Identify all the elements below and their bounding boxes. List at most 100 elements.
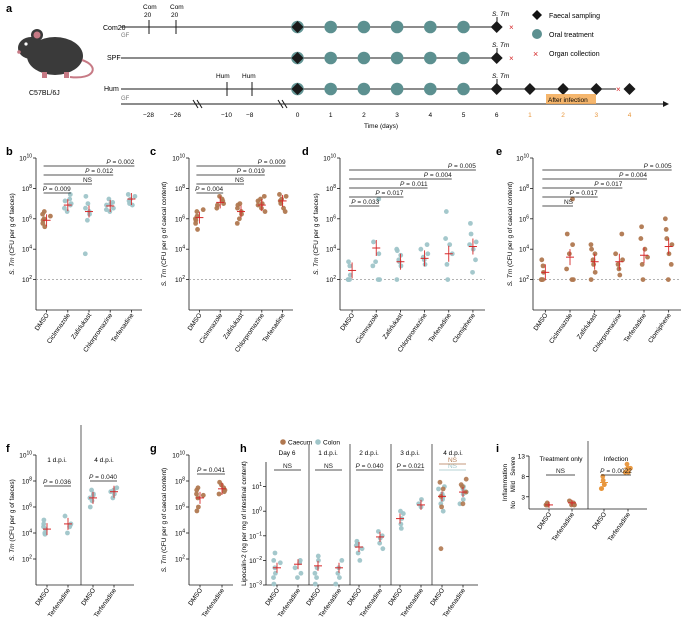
- data-point: [468, 220, 473, 226]
- panel-e: e 102 104 106 108 1010 S. Tm (CFU per g of cae…: [496, 146, 681, 354]
- y-tick-label: 104: [22, 529, 32, 538]
- data-point: [194, 491, 199, 497]
- data-point: [591, 262, 596, 267]
- y-tick-label: 104: [175, 245, 185, 254]
- y-tick-label: 104: [22, 245, 32, 254]
- data-point-caecum: [439, 504, 444, 510]
- y-tick-label: 1010: [516, 154, 529, 163]
- data-point: [104, 202, 109, 208]
- y-tick-label: 106: [519, 214, 529, 223]
- infection-day-tick-label: 4: [628, 112, 632, 119]
- oral-treatment-marker: [390, 20, 404, 34]
- x-tick-label: Ciclmnazole: [548, 312, 574, 345]
- y-tick-label: 104: [326, 245, 336, 254]
- comparison-label: P = 0.041: [197, 467, 225, 474]
- oral-treatment-marker: [424, 51, 437, 65]
- data-point: [357, 558, 363, 563]
- data-point: [473, 257, 478, 263]
- comparison-label: P = 0.019: [237, 168, 265, 175]
- data-point: [400, 511, 406, 516]
- legend-caecum-dot: [280, 439, 286, 445]
- data-point: [425, 251, 431, 257]
- data-point: [398, 263, 404, 269]
- com-label-2: Com: [170, 4, 184, 11]
- data-point: [194, 508, 200, 514]
- faecal-sampling-marker: [623, 83, 636, 95]
- oral-treatment-marker: [324, 20, 338, 34]
- comparison-label: NS: [564, 199, 574, 206]
- comparison-label: P = 0.004: [195, 186, 223, 193]
- facet-label: 2 d.p.i.: [359, 450, 379, 457]
- time-axis-title: Time (days): [364, 123, 398, 130]
- legend-organ: Organ collection: [549, 51, 600, 58]
- panel-label: d: [302, 146, 309, 158]
- comparison-label: P = 0.004: [619, 172, 647, 179]
- faecal-sampling-marker: [557, 83, 570, 95]
- data-point: [375, 277, 381, 282]
- hum-label-2: Hum: [242, 73, 256, 80]
- facet-label: Treatment only: [539, 456, 583, 463]
- severity-label: Severe: [511, 456, 517, 476]
- y-tick-label: 104: [519, 245, 529, 254]
- oral-treatment-icon: [532, 29, 542, 39]
- y-tick-label: 108: [519, 184, 529, 193]
- data-point: [277, 560, 283, 566]
- data-point: [41, 517, 47, 523]
- timeline-symbols: [291, 20, 636, 96]
- faecal-sampling-marker: [590, 83, 603, 95]
- data-point: [639, 224, 644, 230]
- data-point: [83, 205, 88, 211]
- day-tick-label: 0: [296, 112, 300, 119]
- data-point: [564, 231, 570, 237]
- panel-label: e: [496, 146, 502, 158]
- faecal-sampling-marker: [490, 52, 503, 64]
- data-point: [663, 227, 669, 232]
- x-tick-label: DMSO: [34, 312, 51, 332]
- legend-caecum-label: Caecum: [288, 440, 312, 447]
- data-point: [544, 500, 550, 506]
- data-point: [467, 242, 473, 248]
- data-point: [277, 192, 282, 197]
- data-point: [215, 202, 220, 208]
- data-point: [355, 550, 361, 556]
- y-tick-label: 106: [22, 214, 32, 223]
- oral-treatment-marker: [457, 82, 470, 96]
- data-point: [335, 570, 341, 576]
- data-point: [41, 521, 47, 527]
- data-point: [377, 540, 383, 546]
- tick-neg8: −8: [246, 112, 254, 119]
- x-tick-label: DMSO: [346, 587, 363, 607]
- data-point: [103, 207, 109, 213]
- faecal-sampling-marker: [523, 83, 536, 95]
- panel-label: i: [496, 443, 499, 455]
- day-tick-label: 4: [428, 112, 432, 119]
- comparison-label: P = 0.040: [355, 463, 383, 470]
- data-point: [315, 553, 321, 559]
- stm-label-hum: S. Tm: [492, 73, 510, 80]
- data-point: [221, 489, 227, 495]
- y-axis-title: Lipocalin-2 (ng per mg of intestinal con…: [241, 461, 248, 586]
- severity-label: Mild: [511, 481, 517, 492]
- row-com20: Com20 GF Com 20 Com 20 S. Tm ×: [103, 4, 514, 39]
- com-sub-1: 20: [144, 12, 152, 19]
- legend-oral: Oral treatment: [549, 32, 594, 39]
- y-tick-label: 104: [175, 529, 185, 538]
- panel-d: d 102 104 106 108 1010 S. Tm (CFU per g of fae…: [302, 146, 485, 354]
- data-point: [47, 213, 53, 219]
- comparison-label: P = 0.036: [43, 479, 71, 486]
- organ-collection-icon: ×: [533, 49, 538, 59]
- data-point: [85, 201, 91, 207]
- y-axis-title: S. Tm (CFU per g of faeces): [9, 193, 16, 275]
- mouse-label: C57BL/6J: [29, 90, 60, 97]
- data-point: [642, 246, 648, 252]
- data-point: [89, 498, 95, 504]
- x-tick-label: DMSO: [264, 587, 281, 607]
- facet-label: 4 d.p.i.: [94, 457, 114, 464]
- gf-label-com20: GF: [121, 33, 130, 39]
- comparison-label: P = 0.033: [351, 199, 379, 206]
- legend-faecal: Faecal sampling: [549, 13, 600, 20]
- data-point-caecum: [463, 476, 469, 482]
- data-point: [236, 216, 242, 222]
- y-tick-label: 1010: [19, 451, 32, 460]
- data-point: [194, 209, 200, 214]
